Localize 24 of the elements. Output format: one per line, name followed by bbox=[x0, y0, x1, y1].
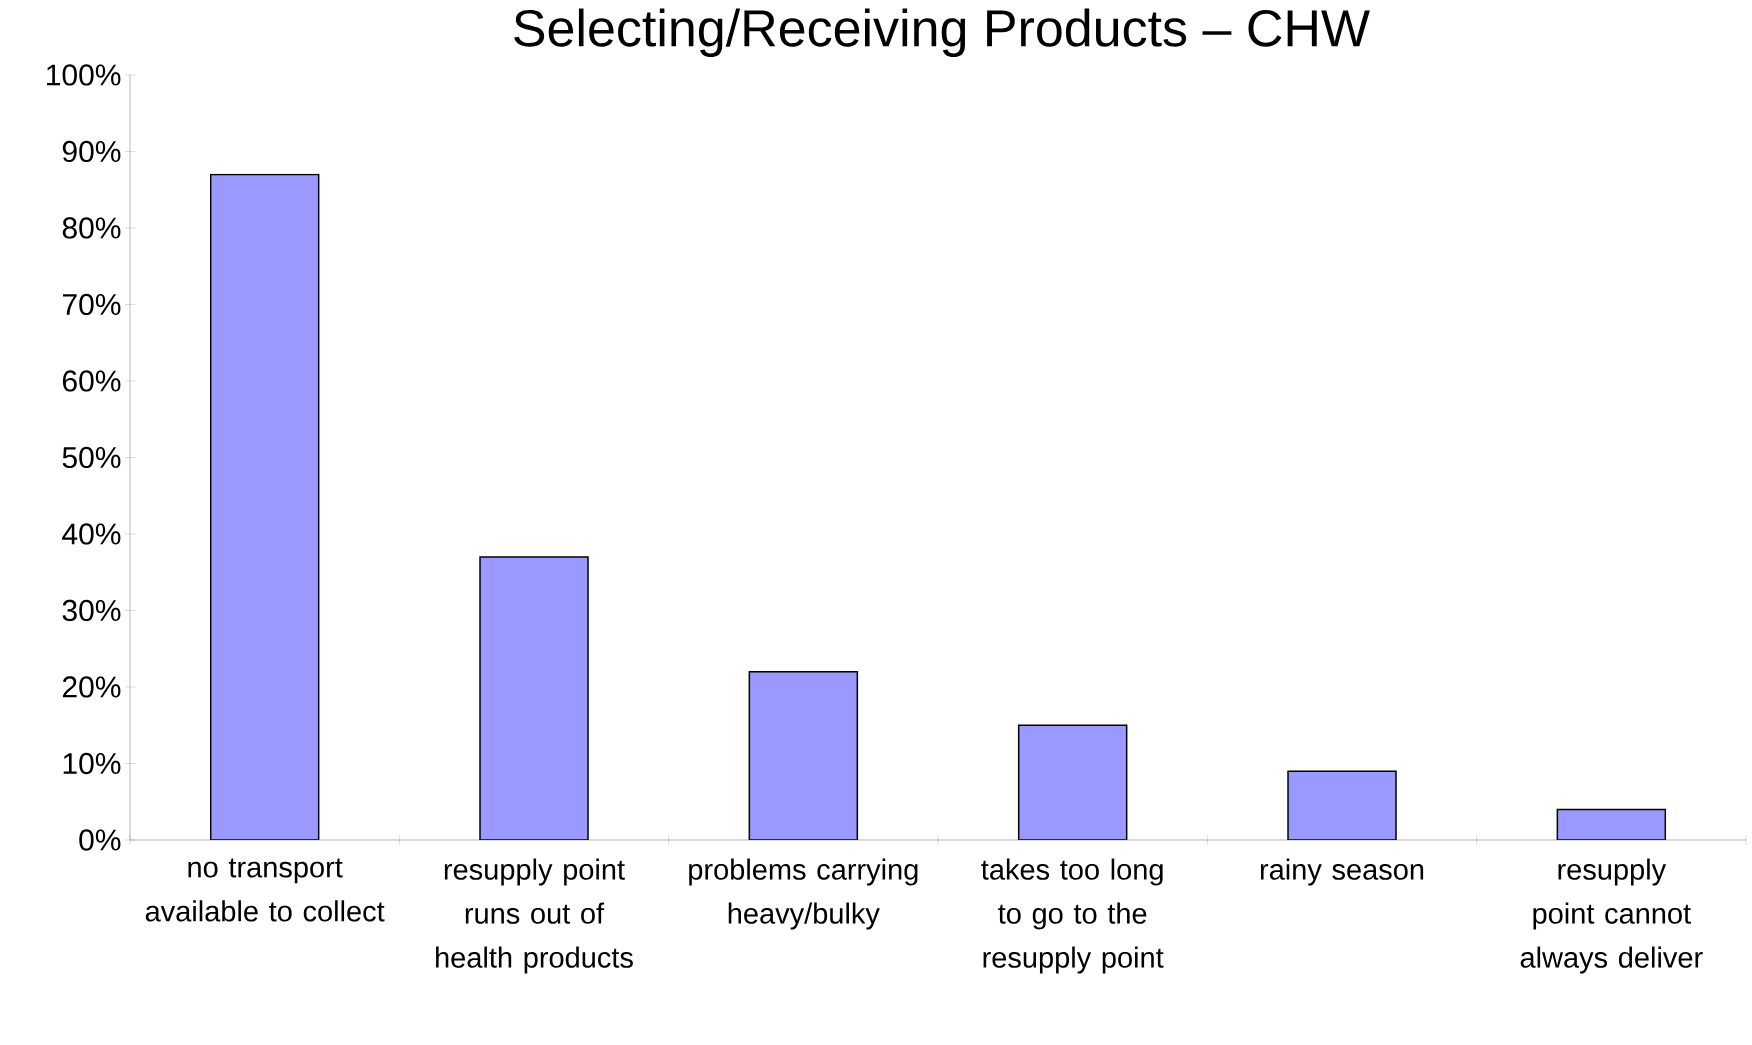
y-tick-label: 0% bbox=[79, 829, 121, 851]
y-tick-label: 60% bbox=[62, 370, 121, 392]
y-tick-label: 70% bbox=[62, 293, 121, 316]
y-tick-label: 10% bbox=[63, 752, 121, 775]
x-tick-label: rainy season bbox=[1260, 858, 1424, 886]
bar bbox=[748, 670, 859, 840]
x-tick-label: problems carrying heavy/bulky bbox=[689, 858, 918, 930]
bar bbox=[479, 556, 589, 840]
x-tick-label: resupply point cannot always deliver bbox=[1520, 858, 1703, 974]
y-tick-label: 40% bbox=[62, 523, 121, 545]
x-tick-label: resupply point runs out of health products bbox=[436, 858, 633, 974]
bar bbox=[1017, 724, 1128, 840]
chart-title: Selecting/Receiving Products – CHW bbox=[514, 8, 1370, 57]
x-tick-label: takes too long to go to the resupply point bbox=[981, 858, 1164, 974]
bar bbox=[209, 173, 320, 840]
y-tick-label: 100% bbox=[47, 64, 121, 86]
bar bbox=[1287, 770, 1397, 840]
y-tick-label: 30% bbox=[62, 599, 121, 622]
x-tick-label: no transport available to collect bbox=[145, 858, 385, 922]
y-tick-label: 90% bbox=[62, 140, 121, 163]
y-tick-label: 80% bbox=[62, 217, 121, 239]
bar bbox=[1556, 808, 1667, 840]
y-tick-label: 20% bbox=[62, 676, 121, 698]
y-tick-label: 50% bbox=[62, 446, 121, 469]
